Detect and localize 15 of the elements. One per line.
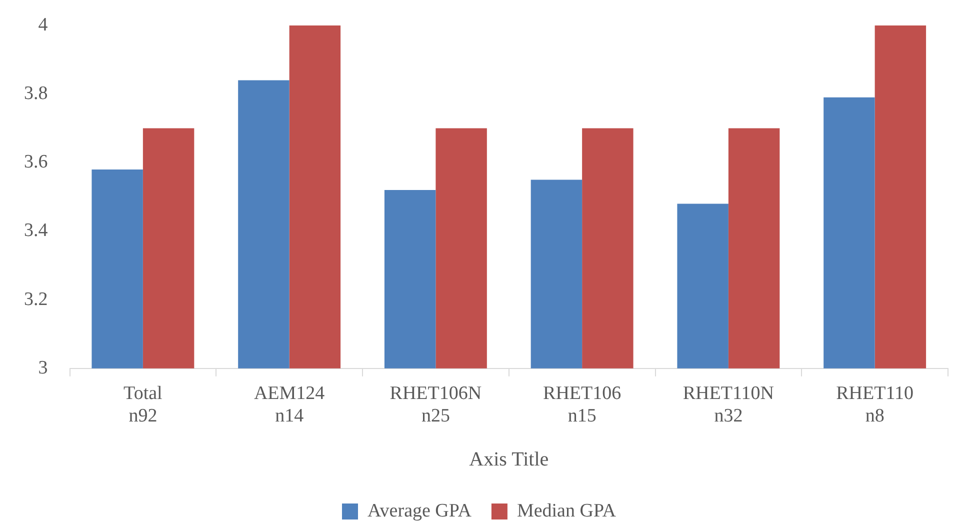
legend-label: Median GPA — [516, 500, 616, 522]
legend-label: Average GPA — [367, 500, 472, 522]
y-tick-label: 3.8 — [24, 82, 48, 104]
x-tick-label: RHET110 n8 — [836, 382, 914, 427]
y-tick-label: 3.2 — [24, 288, 48, 310]
x-tick-label: Total n92 — [124, 382, 162, 427]
x-tick-label: RHET106N n25 — [390, 382, 482, 427]
y-tick-label: 4 — [38, 14, 48, 36]
x-axis-title: Axis Title — [469, 448, 549, 470]
x-tick-label: RHET110N n32 — [682, 382, 774, 427]
x-tick-label: RHET106 n15 — [543, 382, 622, 427]
y-tick-label: 3 — [38, 357, 48, 378]
x-tick-label: AEM124 n14 — [254, 382, 326, 427]
y-tick-label: 3.6 — [24, 152, 48, 173]
y-tick-label: 3.4 — [24, 220, 48, 242]
